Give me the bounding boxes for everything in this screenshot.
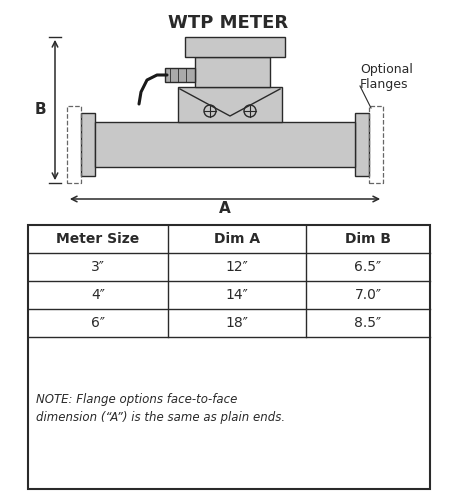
Text: 14″: 14″ [226,288,248,302]
Text: 12″: 12″ [226,260,248,274]
Bar [81,113,95,176]
Text: Optional
Flanges: Optional Flanges [360,63,413,91]
Text: 6″: 6″ [91,316,105,330]
Bar [355,113,369,176]
Text: NOTE: Flange options face-to-face
dimension (“A”) is the same as plain ends.: NOTE: Flange options face-to-face dimens… [36,394,285,424]
Text: Dim A: Dim A [214,232,260,246]
Bar [28,225,430,489]
Bar [369,106,383,183]
Bar [67,106,81,183]
Text: 18″: 18″ [226,316,249,330]
Text: Dim B: Dim B [345,232,391,246]
Bar [185,37,285,57]
Text: A: A [219,201,231,216]
Text: 7.0″: 7.0″ [355,288,382,302]
Text: 8.5″: 8.5″ [355,316,382,330]
Bar [95,122,355,167]
Text: 6.5″: 6.5″ [355,260,382,274]
Text: WTP METER: WTP METER [168,14,288,32]
Bar [165,68,195,82]
Text: Meter Size: Meter Size [56,232,140,246]
Text: B: B [34,102,46,117]
Bar [195,57,270,87]
Text: 3″: 3″ [91,260,105,274]
Text: 4″: 4″ [91,288,105,302]
Bar [178,87,282,122]
